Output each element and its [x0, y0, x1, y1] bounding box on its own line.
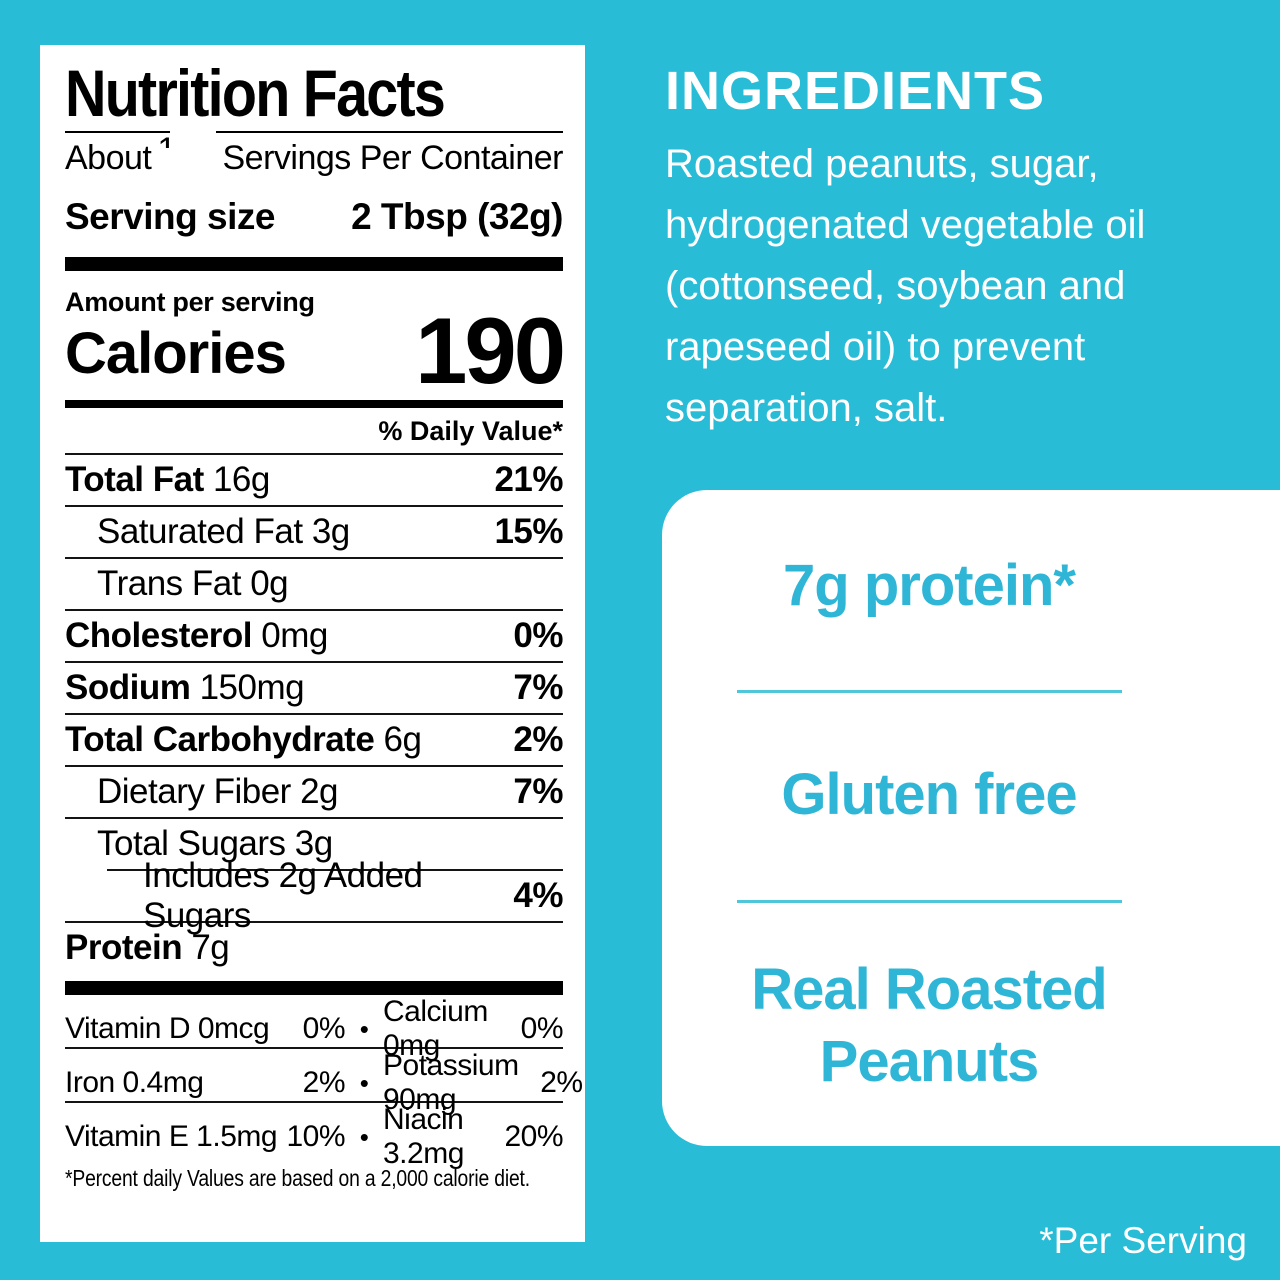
nutrient-row-cholesterol: Cholesterol 0mg 0% [65, 611, 563, 661]
micro-right-dv: 2% [540, 1066, 583, 1099]
nutrient-name: Cholesterol 0mg [65, 616, 328, 655]
claim-roasted-peanuts: Real Roasted Peanuts [751, 957, 1107, 1094]
hairline-inset [107, 869, 563, 871]
separator-bar-thick [65, 981, 563, 995]
micro-left-dv: 2% [302, 1066, 346, 1099]
nutrient-dv: 15% [494, 512, 563, 551]
micro-right-dv: 0% [520, 1012, 564, 1045]
hairline [65, 453, 563, 455]
micronutrient-row-1: Vitamin D 0mcg 0% • Calcium 0mg 0% [65, 995, 564, 1062]
ingredients-line: rapeseed oil) to prevent [665, 325, 1086, 369]
servings-label: Servings Per Container [222, 139, 563, 177]
separator-bar-medium [65, 400, 563, 408]
nutrient-name: Total Fat 16g [65, 460, 270, 499]
nutrition-facts-title: Nutrition Facts [65, 56, 446, 130]
nutrient-row-trans-fat: Trans Fat 0g [65, 559, 563, 609]
nutrient-row-saturated-fat: Saturated Fat 3g 15% [65, 507, 563, 557]
nutrient-row-total-fat: Total Fat 16g 21% [65, 455, 563, 505]
bullet-separator: • [359, 1013, 369, 1044]
hairline [65, 505, 563, 507]
claim-gluten-free: Gluten free [781, 762, 1077, 827]
nutrient-row-total-sugars: Total Sugars 3g [65, 819, 563, 869]
micro-left-dv: 0% [302, 1012, 346, 1045]
nutrient-dv: 7% [513, 772, 563, 811]
micro-left-name: Vitamin E 1.5mg [65, 1120, 278, 1153]
amount-per-serving-label: Amount per serving [65, 287, 315, 317]
nutrient-name: Dietary Fiber 2g [97, 772, 338, 811]
nutrient-row-dietary-fiber: Dietary Fiber 2g 7% [65, 767, 563, 817]
ingredients-heading: INGREDIENTS [665, 61, 1046, 121]
per-serving-footnote: *Per Serving [1039, 1220, 1247, 1261]
ingredients-line: (cottonseed, soybean and [665, 264, 1126, 308]
nutrient-name: Total Carbohydrate 6g [65, 720, 422, 759]
ingredients-line: separation, salt. [665, 386, 948, 430]
micro-right-name: Calcium 0mg [383, 995, 488, 1062]
bullet-separator: • [359, 1121, 369, 1152]
nutrient-name: Includes 2g Added Sugars [143, 856, 423, 935]
nutrient-dv: 2% [513, 720, 563, 759]
title-rule-gap [170, 131, 216, 133]
micro-left-name: Vitamin D 0mcg [65, 1012, 270, 1045]
serving-size-row: Serving size 2 Tbsp (32g) [65, 191, 563, 243]
claim-divider [736, 900, 1122, 903]
hairline [65, 661, 563, 663]
serving-size-value: 2 Tbsp (32g) [351, 196, 563, 237]
separator-bar-thick [65, 257, 563, 271]
nutrient-dv: 0% [513, 616, 563, 655]
claim-protein: 7g protein* [783, 553, 1076, 618]
serving-size-label: Serving size [65, 196, 275, 237]
micro-right-dv: 20% [504, 1120, 563, 1153]
ingredients-line: Roasted peanuts, sugar, [665, 142, 1099, 186]
nutrient-dv: 4% [513, 876, 563, 915]
bullet-separator: • [359, 1067, 369, 1098]
micro-left-dv: 10% [286, 1120, 345, 1153]
micro-left-name: Iron 0.4mg [65, 1066, 204, 1099]
calories-row: Calories 190 [65, 298, 566, 403]
servings-count: About1 [65, 133, 176, 183]
nutrient-name: Saturated Fat 3g [97, 512, 350, 551]
nutrient-row-added-sugars: Includes 2g Added Sugars 4% [65, 856, 563, 935]
micro-right-name: Potassium 90mg [383, 1049, 519, 1116]
nutrient-dv: 21% [494, 460, 563, 499]
calories-label: Calories [65, 321, 287, 386]
nutrition-facts-label: Nutrition Facts About1 Servings Per Cont… [40, 45, 585, 1242]
hairline [65, 1047, 563, 1049]
micronutrient-row-2: Iron 0.4mg 2% • Potassium 90mg 2% [65, 1049, 583, 1116]
ingredients-line: hydrogenated vegetable oil [665, 203, 1146, 247]
hairline [65, 557, 563, 559]
hairline [65, 713, 563, 715]
micro-right-name: Niacin 3.2mg [383, 1103, 464, 1170]
hairline [65, 609, 563, 611]
claim-divider [736, 690, 1122, 693]
hairline [65, 817, 563, 819]
nutrient-name: Sodium 150mg [65, 668, 305, 707]
daily-value-header: % Daily Value* [378, 416, 563, 446]
hairline [65, 921, 563, 923]
nutrient-name: Total Sugars 3g [97, 824, 333, 863]
nutrient-name: Protein 7g [65, 928, 230, 967]
nutrient-dv: 7% [513, 668, 563, 707]
hairline [65, 765, 563, 767]
nutrient-row-sodium: Sodium 150mg 7% [65, 663, 563, 713]
nutrient-name: Trans Fat 0g [97, 564, 289, 603]
micronutrient-row-3: Vitamin E 1.5mg 10% • Niacin 3.2mg 20% [65, 1103, 564, 1170]
nutrient-row-protein: Protein 7g [65, 923, 563, 973]
servings-per-container-line: About1 Servings Per Container [65, 133, 563, 183]
daily-value-footnote: *Percent daily Values are based on a 2,0… [65, 1165, 530, 1191]
calories-value: 190 [415, 298, 566, 403]
hairline [65, 1101, 563, 1103]
servings-partial-digit: 1 [157, 133, 175, 148]
title-rule [65, 131, 563, 133]
claims-card: 7g protein* Gluten free Real Roasted Pea… [662, 490, 1280, 1146]
ingredients-text: Roasted peanuts, sugar, hydrogenated veg… [665, 134, 1145, 439]
nutrient-row-total-carbohydrate: Total Carbohydrate 6g 2% [65, 715, 563, 765]
